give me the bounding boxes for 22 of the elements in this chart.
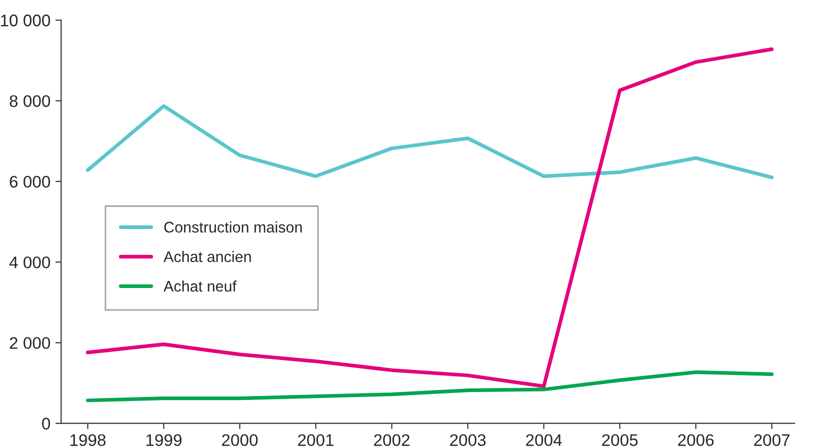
x-tick-label: 2007: [754, 434, 790, 446]
legend-label: Construction maison: [164, 221, 302, 233]
x-tick-label: 2002: [374, 434, 410, 446]
x-tick-label: 2003: [450, 434, 486, 446]
x-tick-label: 2005: [602, 434, 638, 446]
legend-label: Achat neuf: [164, 280, 237, 292]
x-tick-label: 2006: [678, 434, 714, 446]
x-tick-label: 1999: [146, 434, 182, 446]
y-tick-label: 0: [42, 418, 50, 430]
y-tick-label: 8 000: [10, 95, 50, 108]
line-series: [86, 104, 774, 180]
y-tick-label: 2 000: [10, 337, 50, 349]
y-tick-label: 10 000: [1, 14, 50, 26]
line-series: [86, 47, 774, 388]
x-tick-label: 2000: [222, 434, 258, 446]
y-tick-label: 6 000: [10, 176, 50, 188]
legend-label: Achat ancien: [164, 250, 251, 262]
x-tick-label: 2001: [298, 434, 334, 446]
y-tick-label: 4 000: [9, 256, 50, 268]
x-tick-label: 2004: [526, 434, 562, 446]
x-tick-label: 1998: [70, 434, 106, 446]
line-series: [86, 370, 774, 402]
